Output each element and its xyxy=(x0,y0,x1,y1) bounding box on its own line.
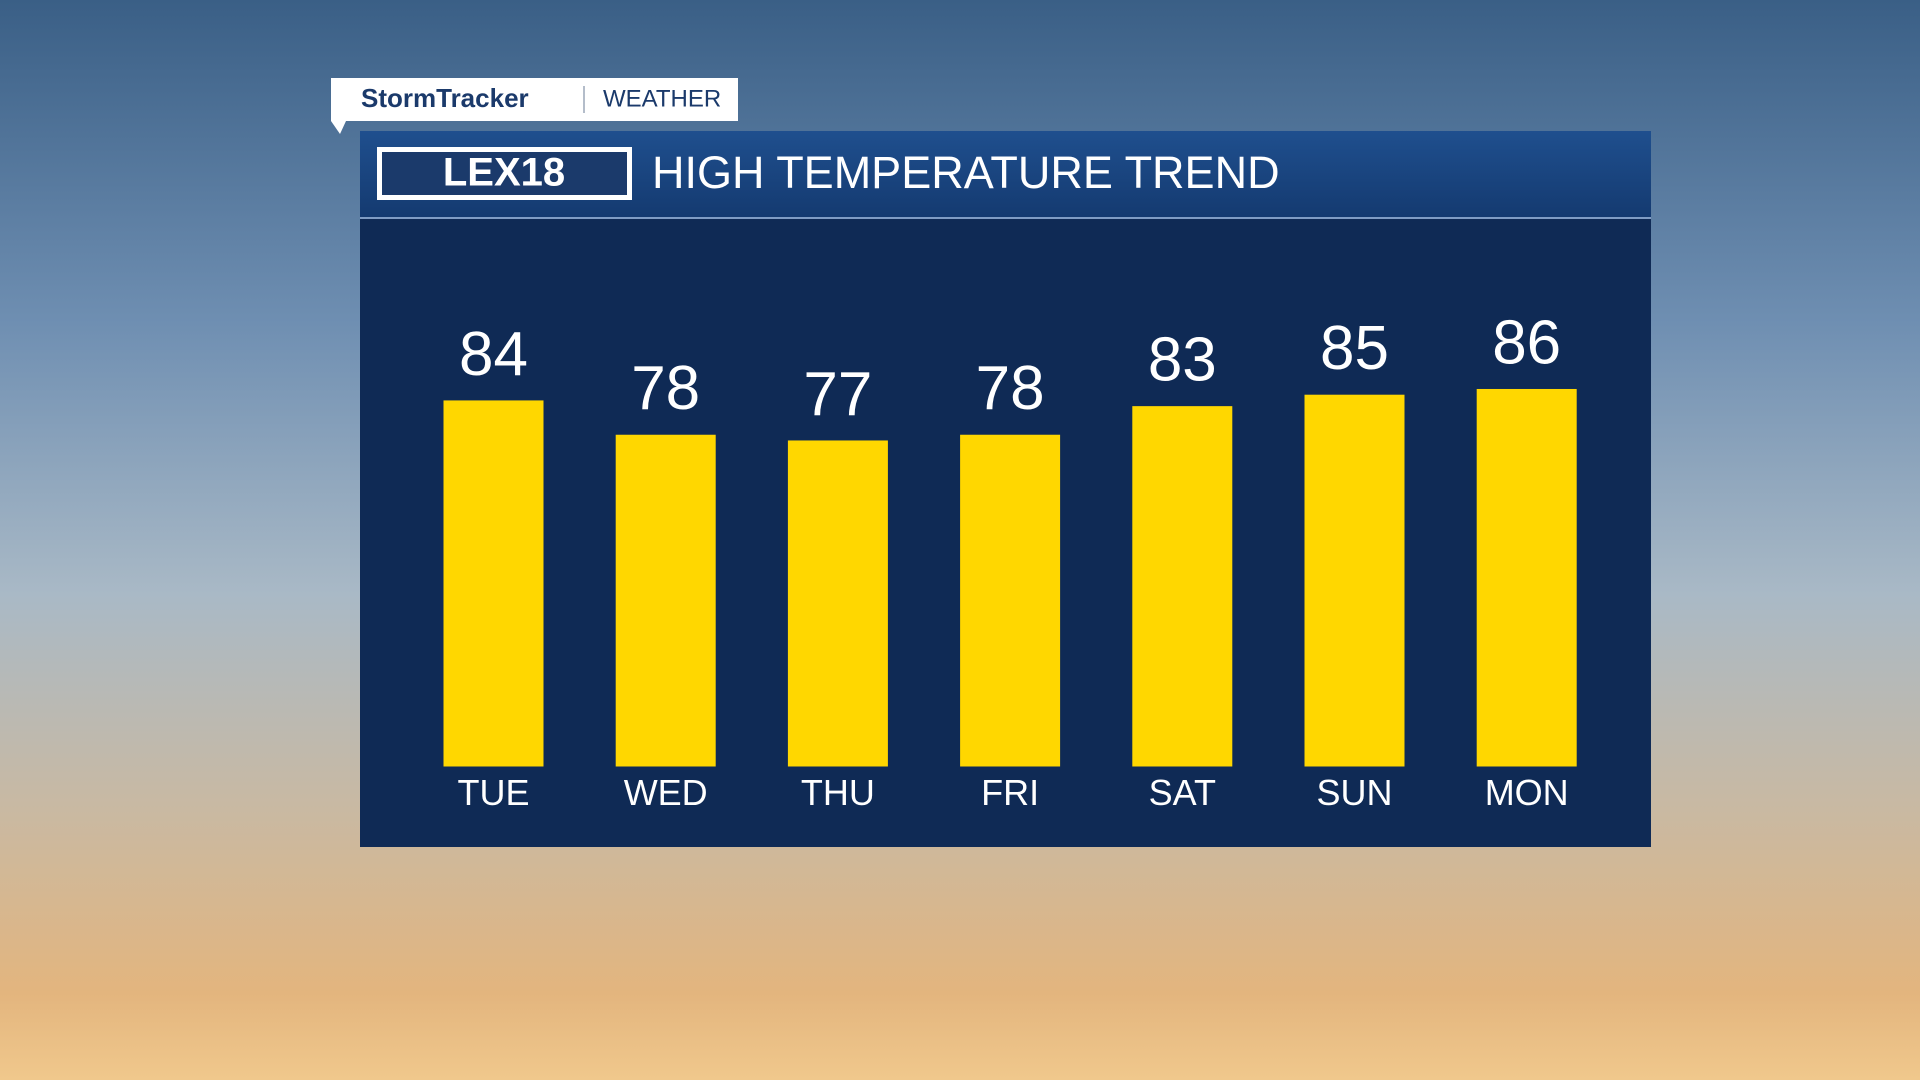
value-label: 77 xyxy=(803,360,872,429)
x-tick-label: SUN xyxy=(1316,772,1392,813)
x-tick-label: MON xyxy=(1485,772,1569,813)
value-label: 85 xyxy=(1320,314,1389,383)
value-label: 86 xyxy=(1492,308,1561,377)
bar xyxy=(1304,394,1405,767)
x-tick-label: FRI xyxy=(981,772,1039,813)
x-tick-label: THU xyxy=(801,772,875,813)
logo-inner xyxy=(382,152,627,195)
brand-tab-pointer xyxy=(331,121,346,134)
brand-tab xyxy=(331,78,738,121)
value-label: 84 xyxy=(459,320,528,389)
bar xyxy=(1476,388,1577,767)
logo: LEX18 xyxy=(443,151,565,195)
bar xyxy=(1132,406,1233,767)
brand-section: WEATHER xyxy=(603,85,721,112)
bar xyxy=(443,400,544,767)
value-label: 83 xyxy=(1148,326,1217,395)
value-label: 78 xyxy=(631,354,700,423)
x-tick-label: TUE xyxy=(458,772,530,813)
bar xyxy=(615,434,716,767)
brand-name: StormTracker xyxy=(361,83,529,113)
chart-title: HIGH TEMPERATURE TREND xyxy=(652,147,1280,198)
bar xyxy=(960,434,1061,767)
x-tick-label: WED xyxy=(624,772,708,813)
x-tick-label: SAT xyxy=(1149,772,1216,813)
bar xyxy=(787,440,888,767)
value-label: 78 xyxy=(976,354,1045,423)
